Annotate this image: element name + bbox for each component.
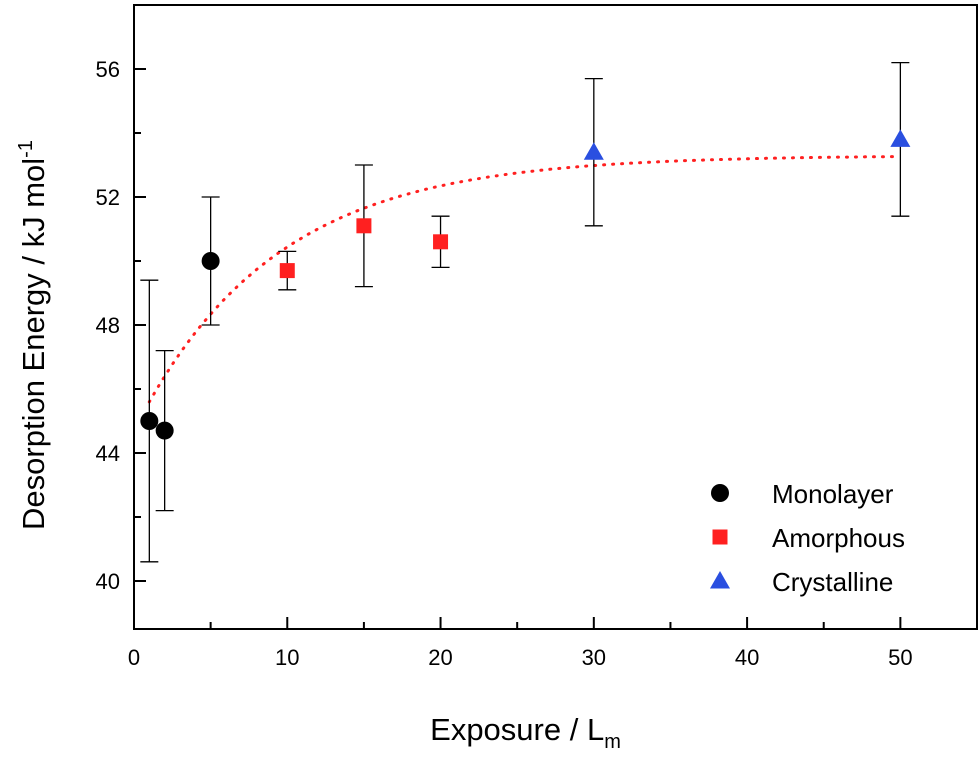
y-tick-label: 52 — [96, 185, 120, 210]
data-point-monolayer — [201, 252, 220, 270]
legend-item-amorphous: Amorphous — [712, 523, 905, 553]
axes: 0 10 20 30 40 50 40 44 48 52 56 — [96, 4, 978, 670]
y-tick-label: 56 — [96, 57, 120, 82]
x-axis-title: Exposure / Lm — [430, 712, 621, 753]
fit-curve-group — [147, 155, 902, 404]
x-axis-title-main: Exposure / L — [430, 712, 604, 747]
legend-marker-shape — [711, 484, 729, 502]
x-tick-label: 40 — [735, 645, 759, 670]
legend-marker-shape — [712, 529, 728, 545]
data-point-monolayer — [155, 421, 174, 440]
legend-marker-shape — [710, 571, 730, 589]
x-tick-label: 30 — [582, 645, 606, 670]
legend: Monolayer Amorphous Crystalline — [710, 479, 905, 597]
legend-marker-monolayer — [711, 484, 729, 502]
legend-label-crystalline: Crystalline — [772, 567, 893, 597]
fit-curve — [147, 155, 902, 404]
legend-label-amorphous: Amorphous — [772, 523, 905, 553]
x-axis-title-subscript: m — [604, 731, 621, 753]
data-points-group — [140, 61, 911, 563]
x-tick-label: 0 — [128, 645, 140, 670]
data-point-amorphous — [356, 218, 372, 234]
legend-label-monolayer: Monolayer — [772, 479, 894, 509]
y-axis-title-superscript: -1 — [15, 140, 37, 158]
data-point-crystalline — [583, 142, 604, 160]
x-tick-label: 20 — [428, 645, 452, 670]
data-point-crystalline — [890, 129, 911, 147]
legend-marker-crystalline — [710, 571, 730, 589]
y-axis-title: Desorption Energy / kJ mol-1 — [15, 140, 51, 530]
y-axis-title-main: Desorption Energy / kJ mol — [16, 158, 51, 530]
data-point-amorphous — [279, 263, 295, 279]
plot-frame — [133, 4, 978, 630]
data-point-monolayer — [140, 412, 159, 430]
data-point-amorphous — [433, 234, 449, 250]
y-tick-label: 48 — [96, 313, 120, 338]
x-tick-label: 50 — [888, 645, 912, 670]
legend-marker-amorphous — [712, 529, 728, 545]
legend-item-monolayer: Monolayer — [711, 479, 894, 509]
x-tick-label: 10 — [275, 645, 299, 670]
legend-item-crystalline: Crystalline — [710, 567, 893, 597]
y-tick-label: 44 — [96, 441, 120, 466]
y-tick-label: 40 — [96, 569, 120, 594]
